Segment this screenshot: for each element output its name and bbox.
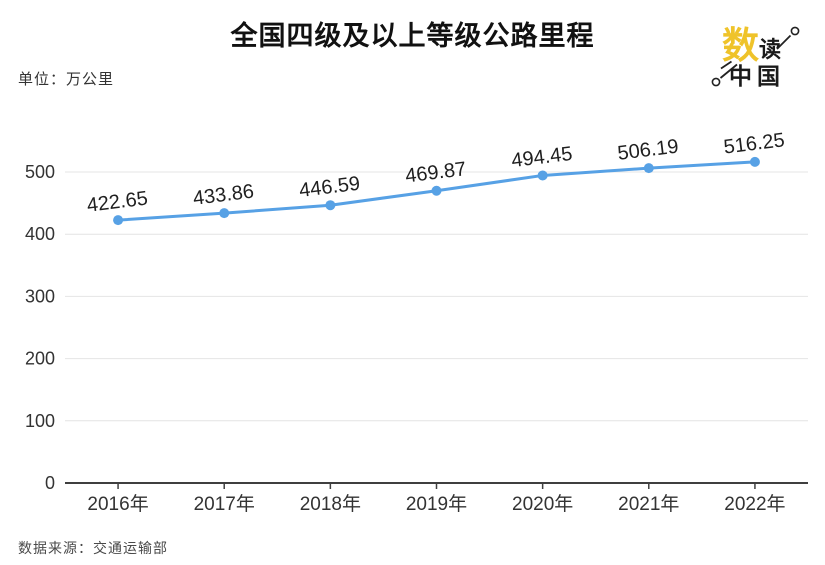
x-axis-category-label: 2020年 — [512, 493, 573, 515]
data-point — [325, 200, 336, 211]
data-point — [219, 208, 230, 219]
x-axis-category-label: 2016年 — [87, 493, 148, 515]
logo-node-circle-top — [790, 26, 800, 36]
data-point — [643, 163, 654, 174]
logo-char-du: 读 — [759, 37, 781, 62]
data-point — [431, 185, 442, 196]
x-axis-category-label: 2021年 — [618, 493, 679, 515]
logo-link-dash — [720, 60, 732, 70]
chart-title: 全国四级及以上等级公路里程 — [230, 21, 595, 51]
data-point — [537, 170, 548, 181]
y-axis-tick-label: 200 — [25, 349, 55, 369]
x-axis-category-label: 2018年 — [300, 493, 361, 515]
logo-char-shu: 数 — [722, 25, 759, 67]
data-point-value-label: 469.87 — [404, 158, 467, 187]
x-axis-category-label: 2022年 — [724, 493, 785, 515]
data-point-value-label: 506.19 — [616, 136, 679, 165]
shudu-zhongguo-logo: 数 读 中国 — [711, 25, 800, 89]
unit-label: 单位：万公里 — [18, 71, 115, 88]
data-point-value-label: 494.45 — [510, 143, 573, 172]
data-source-label: 数据来源：交通运输部 — [18, 540, 168, 556]
y-axis-tick-label: 400 — [25, 224, 55, 244]
data-point-value-label: 516.25 — [722, 129, 785, 158]
x-axis-category-label: 2019年 — [406, 493, 467, 515]
data-point-value-label: 422.65 — [86, 188, 149, 217]
logo-link-line-bottom — [719, 63, 738, 79]
data-point-value-label: 446.59 — [298, 173, 361, 202]
y-axis-tick-label: 0 — [45, 473, 55, 493]
logo-node-circle-bottom — [711, 77, 721, 87]
y-axis-tick-label: 100 — [25, 411, 55, 431]
logo-link-line-top — [776, 34, 792, 50]
data-point — [113, 215, 124, 226]
data-point-value-label: 433.86 — [192, 181, 255, 210]
data-point — [749, 156, 760, 167]
y-axis-tick-label: 500 — [25, 162, 55, 182]
y-axis-tick-label: 300 — [25, 286, 55, 306]
x-axis-category-label: 2017年 — [194, 493, 255, 515]
logo-char-zhongguo: 中国 — [729, 64, 785, 89]
